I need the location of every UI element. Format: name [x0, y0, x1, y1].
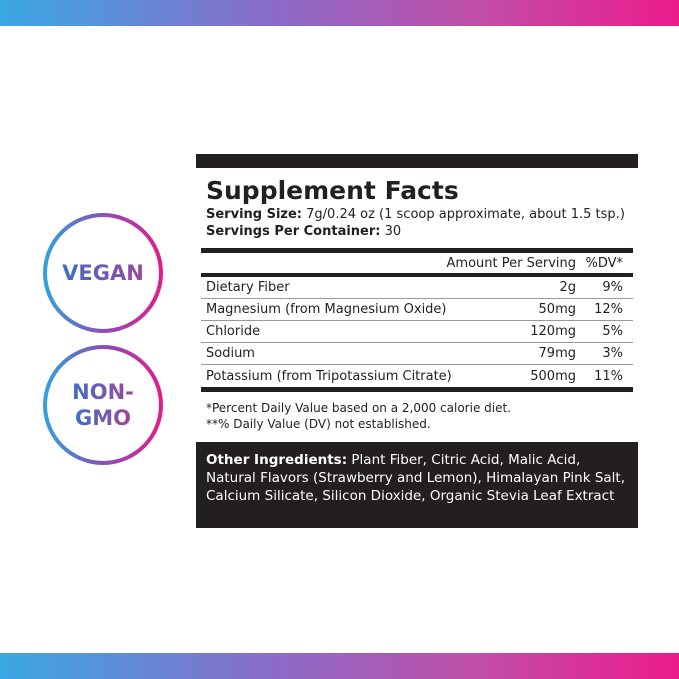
- servings-value: 30: [384, 224, 402, 239]
- other-ingredients-label: Other Ingredients:: [206, 452, 348, 468]
- supplement-facts-label: Supplement Facts Serving Size: 7g/0.24 o…: [196, 154, 638, 528]
- footnote: *Percent Daily Value based on a 2,000 ca…: [206, 401, 511, 415]
- nutrient-amount: 500mg: [530, 368, 576, 384]
- table-row: Potassium (from Tripotassium Citrate) 500…: [201, 365, 633, 387]
- nutrient-name: Magnesium (from Magnesium Oxide): [206, 302, 447, 317]
- top-rule: [196, 154, 638, 168]
- serving-size-value: 7g/0.24 oz (1 scoop approximate, about 1…: [306, 207, 625, 222]
- nutrient-name: Potassium (from Tripotassium Citrate): [206, 368, 452, 384]
- non-gmo-badge: NON- GMO: [43, 345, 163, 465]
- bottom-gradient-band: [0, 653, 679, 679]
- footnote: **% Daily Value (DV) not established.: [206, 417, 431, 431]
- serving-size: Serving Size: 7g/0.24 oz (1 scoop approx…: [206, 206, 638, 223]
- rule: [201, 387, 633, 392]
- top-gradient-band: [0, 0, 679, 26]
- table-header: Amount Per Serving %DV*: [201, 253, 633, 277]
- servings-per-container: Servings Per Container: 30: [206, 223, 638, 240]
- servings-label: Servings Per Container:: [206, 224, 381, 239]
- rule: [201, 248, 633, 253]
- nutrient-name: Sodium: [206, 346, 255, 361]
- footnotes: *Percent Daily Value based on a 2,000 ca…: [206, 400, 638, 432]
- nutrient-name: Dietary Fiber: [206, 280, 290, 295]
- nutrient-dv: 3%: [602, 346, 623, 361]
- other-ingredients: Other Ingredients: Plant Fiber, Citric A…: [196, 442, 638, 528]
- nutrient-dv: 11%: [594, 368, 623, 384]
- nutrient-amount: 2g: [559, 280, 576, 295]
- nutrient-dv: 12%: [594, 302, 623, 317]
- label-title: Supplement Facts: [206, 176, 459, 205]
- other-ingredients-value: Plant Fiber, Citric Acid, Malic Acid, Na…: [206, 452, 626, 504]
- badge-text: GMO: [75, 406, 131, 430]
- nutrient-name: Chloride: [206, 324, 261, 339]
- vegan-badge: VEGAN: [43, 213, 163, 333]
- nutrient-dv: 9%: [602, 280, 623, 295]
- nutrient-amount: 120mg: [530, 324, 576, 339]
- table-row: Magnesium (from Magnesium Oxide) 50mg 12%: [201, 299, 633, 321]
- serving-size-label: Serving Size:: [206, 207, 303, 222]
- nutrient-amount: 50mg: [538, 302, 576, 317]
- nutrient-dv: 5%: [602, 324, 623, 339]
- table-row: Chloride 120mg 5%: [201, 321, 633, 343]
- table-row: Sodium 79mg 3%: [201, 343, 633, 365]
- header-amount: Amount Per Serving: [446, 255, 576, 271]
- header-dv: %DV*: [585, 255, 623, 271]
- table-row: Dietary Fiber 2g 9%: [201, 277, 633, 299]
- badge-text: NON-: [72, 380, 134, 404]
- nutrient-amount: 79mg: [538, 346, 576, 361]
- badge-text: VEGAN: [62, 261, 144, 285]
